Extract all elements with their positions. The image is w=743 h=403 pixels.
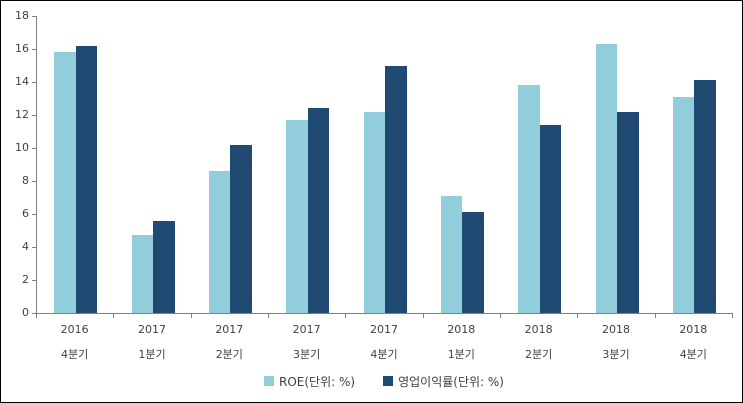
- legend-swatch-icon: [383, 376, 394, 386]
- y-tick-mark: [32, 49, 36, 50]
- x-category-label-line: 2017: [137, 323, 166, 336]
- x-category-label-line: 2018: [679, 323, 708, 336]
- y-tick-label: 2: [22, 273, 29, 286]
- x-category-label: 2016 4분기: [36, 323, 113, 361]
- x-tick-mark: [268, 314, 269, 318]
- x-category-label-line: 4분기: [61, 348, 89, 361]
- bar-roe: [363, 111, 385, 313]
- y-tick-label: 16: [15, 42, 29, 55]
- bar-roe: [672, 96, 695, 313]
- x-tick-mark: [36, 314, 37, 318]
- legend-label: 영업이익률(단위: %): [398, 374, 504, 389]
- y-tick-label: 8: [22, 174, 29, 187]
- x-category-label: 2018 4분기: [655, 323, 732, 361]
- x-category-label-line: 3분기: [602, 348, 630, 361]
- x-category-label: 2017 2분기: [191, 323, 268, 361]
- bar-op: [385, 65, 407, 313]
- x-category-label-line: 2분기: [525, 348, 553, 361]
- x-tick-mark: [113, 314, 114, 318]
- y-tick-mark: [32, 280, 36, 281]
- bar-op: [617, 111, 639, 313]
- bar-roe: [208, 171, 231, 313]
- x-category-label-line: 2018: [447, 323, 476, 336]
- x-category-label: 2018 2분기: [500, 323, 577, 361]
- x-category-label-line: 2분기: [215, 348, 243, 361]
- legend: ROE(단위: %) 영업이익률(단위: %): [36, 373, 732, 389]
- bar-op: [153, 220, 175, 313]
- bar-op: [75, 45, 98, 313]
- y-tick-label: 10: [15, 141, 29, 154]
- bar-op: [539, 124, 562, 313]
- x-category-label: 2017 4분기: [345, 323, 422, 361]
- x-category-label-line: 2018: [601, 323, 630, 336]
- bar-roe: [54, 52, 76, 313]
- x-category-label-line: 2018: [524, 323, 553, 336]
- x-category-label-line: 4분기: [679, 348, 707, 361]
- legend-item-op: 영업이익률(단위: %): [383, 373, 504, 390]
- x-tick-mark: [500, 314, 501, 318]
- y-tick-mark: [32, 313, 36, 314]
- y-tick-label: 0: [22, 306, 29, 319]
- legend-item-roe: ROE(단위: %): [264, 373, 355, 390]
- x-tick-mark: [345, 314, 346, 318]
- legend-label: ROE(단위: %): [279, 374, 356, 389]
- x-category-label: 2018 1분기: [423, 323, 500, 361]
- y-tick-mark: [32, 82, 36, 83]
- x-category-label-line: 2017: [369, 323, 398, 336]
- x-tick-mark: [423, 314, 424, 318]
- x-tick-mark: [655, 314, 656, 318]
- bar-op: [694, 80, 716, 313]
- x-category-label: 2017 3분기: [268, 323, 345, 361]
- bar-roe: [440, 195, 463, 313]
- x-category-label-line: 3분기: [293, 348, 321, 361]
- y-tick-label: 4: [22, 240, 29, 253]
- y-tick-mark: [32, 148, 36, 149]
- y-tick-label: 14: [15, 75, 29, 88]
- x-category-label-line: 2017: [292, 323, 321, 336]
- bar-op: [307, 108, 330, 313]
- x-tick-mark: [732, 314, 733, 318]
- x-category-label-line: 2016: [60, 323, 89, 336]
- bar-op: [230, 144, 252, 313]
- x-category-label-line: 1분기: [138, 348, 166, 361]
- y-tick-label: 12: [15, 108, 29, 121]
- y-tick-mark: [32, 115, 36, 116]
- x-category-label: 2017 1분기: [113, 323, 190, 361]
- y-tick-mark: [32, 214, 36, 215]
- y-tick-label: 18: [15, 9, 29, 22]
- bar-roe: [518, 85, 540, 313]
- x-category-label: 2018 3분기: [577, 323, 654, 361]
- plot-area: [36, 16, 733, 314]
- bar-roe: [286, 119, 308, 313]
- y-tick-mark: [32, 181, 36, 182]
- x-category-label-line: 4분기: [370, 348, 398, 361]
- x-category-label-line: 2017: [215, 323, 244, 336]
- bar-roe: [131, 235, 153, 313]
- x-category-label-line: 1분기: [447, 348, 475, 361]
- y-tick-mark: [32, 247, 36, 248]
- y-tick-mark: [32, 16, 36, 17]
- bar-op: [462, 212, 484, 313]
- y-tick-label: 6: [22, 207, 29, 220]
- x-tick-mark: [191, 314, 192, 318]
- bar-roe: [595, 44, 617, 313]
- x-tick-mark: [577, 314, 578, 318]
- legend-swatch-icon: [264, 376, 274, 386]
